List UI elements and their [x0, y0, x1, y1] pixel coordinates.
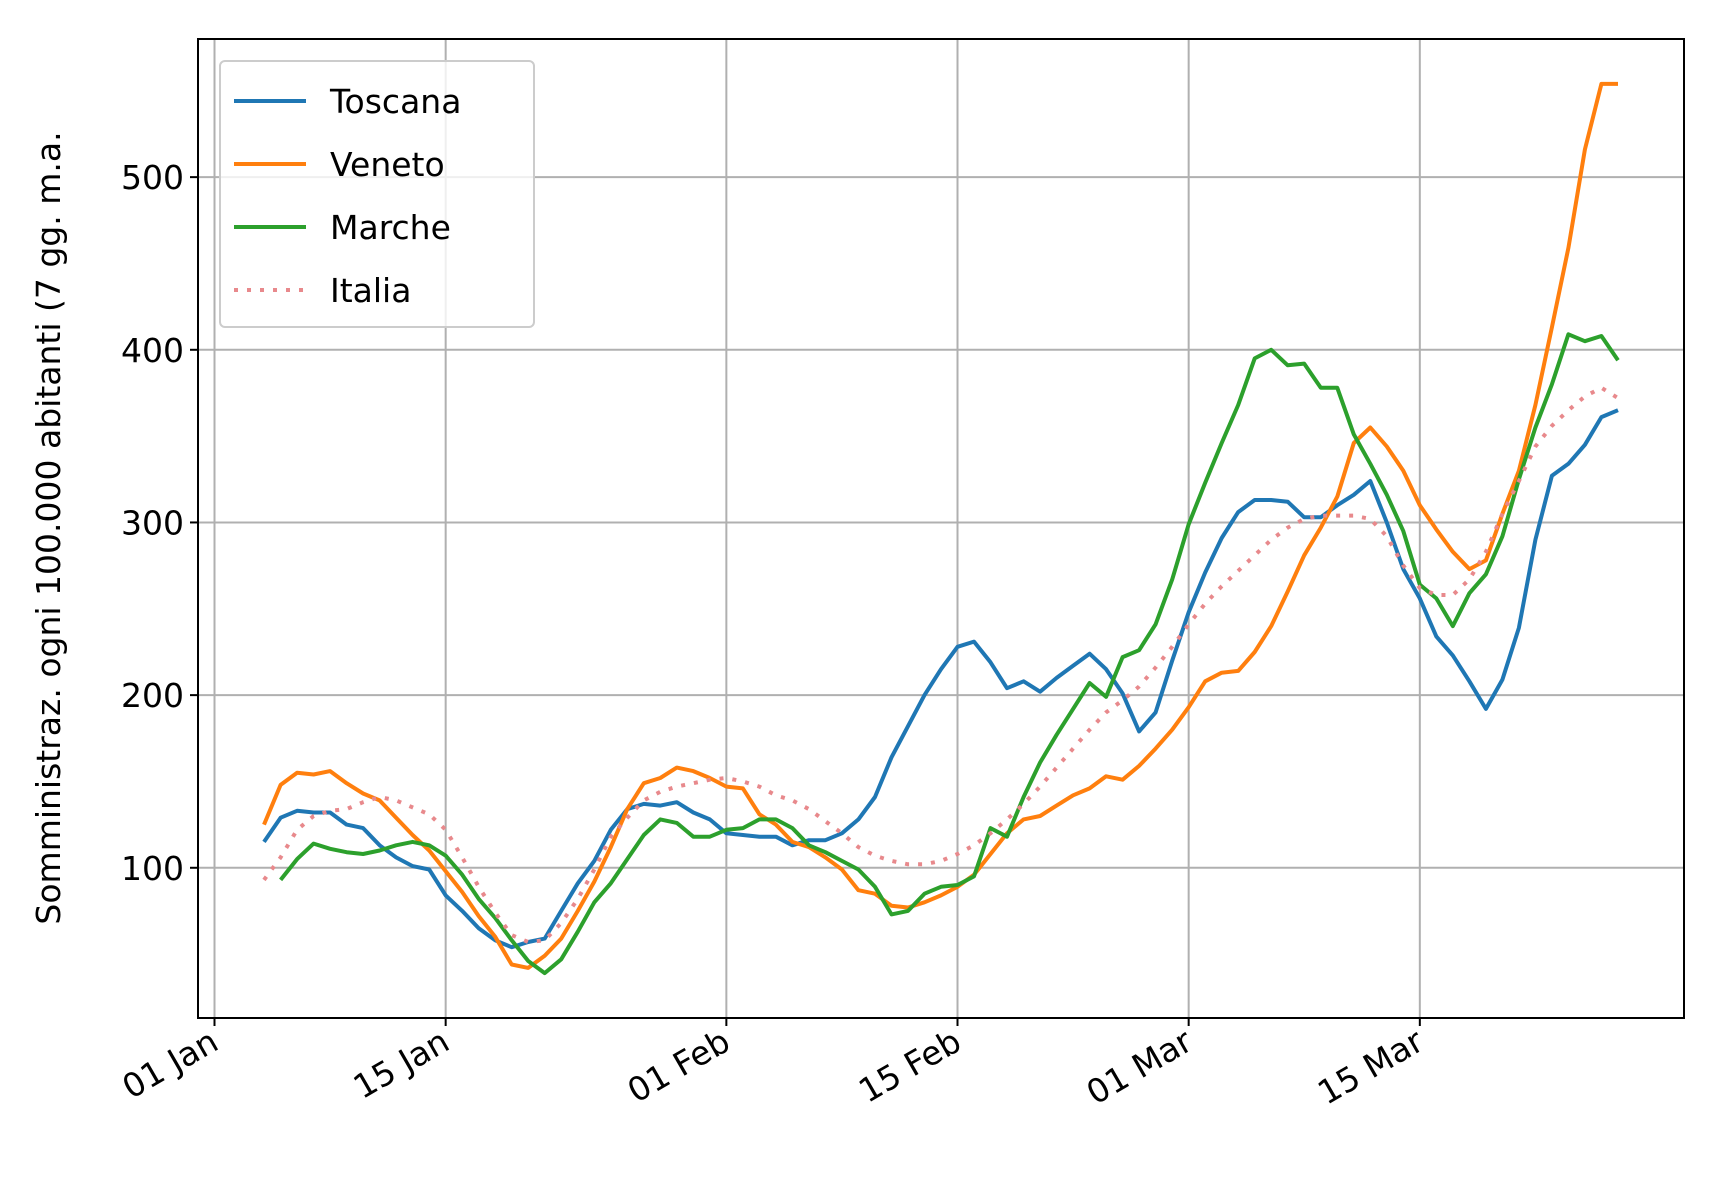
series-line: [262, 408, 1619, 950]
y-tick-label: 100: [121, 849, 184, 888]
x-tick-label: 01 Feb: [621, 1021, 737, 1110]
series-line: [262, 81, 1618, 970]
y-tick-label: 200: [121, 676, 184, 715]
legend-label: Italia: [330, 271, 411, 310]
y-tick-label: 300: [121, 503, 184, 542]
x-tick-label: 15 Jan: [347, 1021, 456, 1106]
legend: Toscana Veneto Marche Italia: [219, 60, 535, 328]
x-tick-label: 01 Mar: [1080, 1021, 1199, 1112]
y-tick-label: 500: [121, 158, 184, 197]
plot-frame: [197, 38, 1685, 1019]
x-tick-label: 15 Mar: [1311, 1021, 1430, 1112]
y-tick-label: 400: [121, 331, 184, 370]
series-line: [279, 332, 1620, 976]
legend-label: Toscana: [329, 82, 461, 121]
series-line: [262, 385, 1620, 944]
legend-label: Marche: [330, 208, 451, 247]
x-tick-label: 01 Jan: [115, 1021, 224, 1106]
y-axis-label: Somministraz. ogni 100.000 abitanti (7 g…: [29, 131, 68, 924]
legend-label: Veneto: [330, 145, 445, 184]
legend-box: [219, 60, 535, 328]
x-tick-label: 15 Feb: [852, 1021, 968, 1110]
